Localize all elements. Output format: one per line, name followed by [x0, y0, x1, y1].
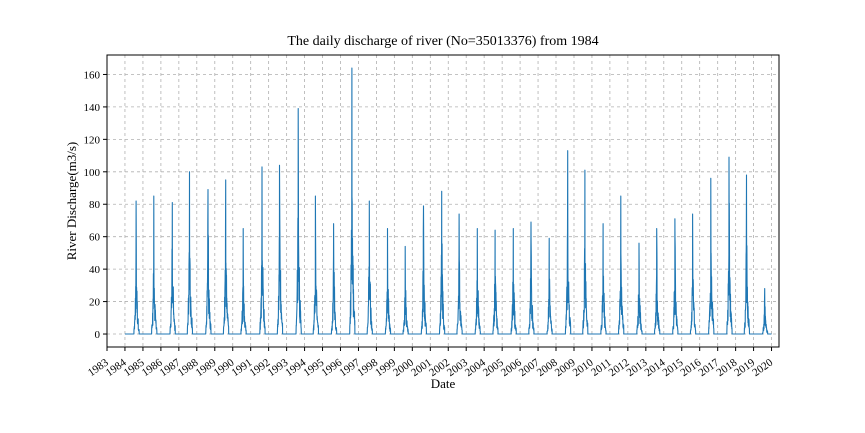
- y-tick-label: 0: [95, 329, 101, 341]
- x-axis: 1983198419851986198719881989199019911992…: [86, 347, 776, 379]
- y-tick-label: 60: [89, 232, 101, 244]
- series-line-0: [124, 67, 772, 335]
- y-tick-label: 80: [89, 199, 101, 211]
- chart-title: The daily discharge of river (No=3501337…: [287, 34, 598, 49]
- y-tick-label: 20: [89, 297, 101, 309]
- y-tick-label: 100: [84, 167, 101, 179]
- y-tick-label: 160: [84, 69, 101, 81]
- x-tick-label: 2020: [750, 356, 775, 379]
- y-tick-label: 120: [84, 134, 101, 146]
- series-layer: [124, 67, 772, 335]
- x-axis-label: Date: [431, 376, 456, 391]
- y-tick-label: 40: [89, 264, 101, 276]
- y-tick-label: 140: [84, 102, 101, 114]
- y-axis-label: River Discharge(m3/s): [64, 142, 79, 261]
- plot-frame: [106, 54, 780, 348]
- grid-layer: [106, 55, 779, 347]
- y-axis: 0 20 40 60 80 100 120 140 160: [84, 69, 107, 341]
